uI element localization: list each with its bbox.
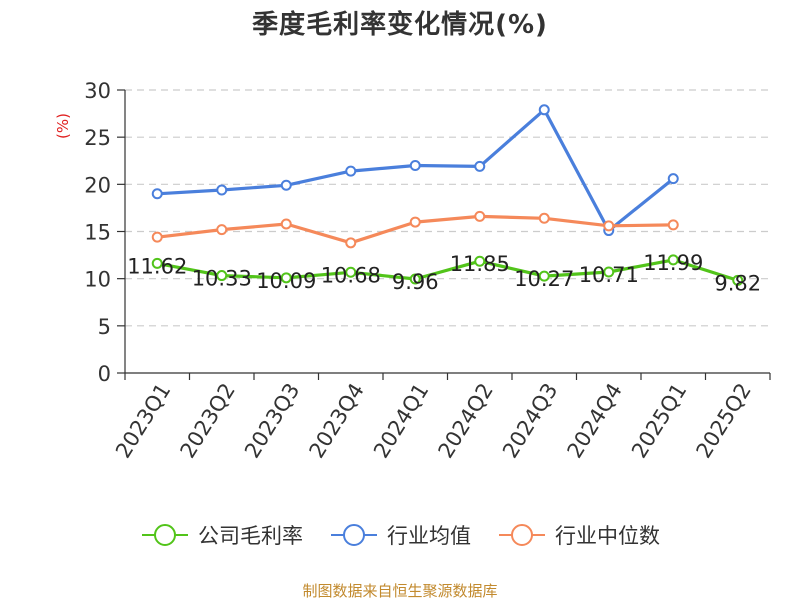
data-label: 10.09 [256,269,316,293]
data-label: 11.85 [450,252,510,276]
x-tick-label: 2023Q1 [111,379,176,462]
legend-marker-icon [499,524,545,546]
data-point [538,270,550,282]
data-point [409,159,421,171]
legend-label: 行业中位数 [555,524,660,548]
x-tick-label: 2024Q1 [369,379,434,462]
data-label: 9.82 [714,271,761,295]
x-tick-label: 2025Q1 [627,379,692,462]
data-point [216,224,228,236]
data-point [280,218,292,230]
x-tick-label: 2023Q2 [175,379,240,462]
data-point [280,272,292,284]
data-label: 10.33 [192,267,252,291]
data-point [474,210,486,222]
data-label: 10.27 [514,267,574,291]
data-point [667,254,679,266]
legend-circle [154,524,176,546]
legend-label: 行业均值 [387,524,471,548]
y-tick-label: 20 [84,173,111,197]
legend-item[interactable]: 行业均值 [329,520,471,550]
legend-marker-icon [331,524,377,546]
data-point [409,273,421,285]
legend-item[interactable]: 行业中位数 [497,520,660,550]
data-point [732,274,744,286]
data-point [151,231,163,243]
chart-title: 季度毛利率变化情况(%) [252,10,548,40]
data-point [151,257,163,269]
data-label: 11.62 [127,254,187,278]
legend-circle [343,524,365,546]
y-tick-label: 0 [98,362,111,386]
data-point [474,160,486,172]
series-line [157,258,739,282]
data-point [409,216,421,228]
data-point [216,184,228,196]
y-tick-label: 5 [98,315,111,339]
data-point [667,173,679,185]
x-tick-label: 2024Q3 [498,379,563,462]
data-point [474,255,486,267]
data-point [151,188,163,200]
data-label: 10.68 [321,263,381,287]
data-point [280,179,292,191]
y-tick-label: 30 [84,79,111,103]
source-note: 制图数据来自恒生聚源数据库 [302,582,498,600]
x-tick-label: 2023Q3 [240,379,305,462]
data-point [603,220,615,232]
y-tick-label: 25 [84,126,111,150]
legend-marker-icon [142,524,188,546]
data-point [345,237,357,249]
legend-label: 公司毛利率 [198,524,303,548]
data-point [667,219,679,231]
data-label: 9.96 [392,270,439,294]
legend: 公司毛利率 行业均值 行业中位数 [0,520,800,550]
x-tick-label: 2024Q2 [433,379,498,462]
data-point [345,165,357,177]
data-point [603,266,615,278]
x-tick-label: 2024Q4 [562,379,627,462]
y-axis-label: (%) [54,113,72,139]
data-point [538,104,550,116]
legend-circle [511,524,533,546]
series-lines [151,104,744,286]
x-tick-label: 2023Q4 [304,379,369,462]
data-point [538,212,550,224]
x-tick-label: 2025Q2 [691,379,756,462]
y-tick-label: 15 [84,221,111,245]
data-label: 11.99 [643,251,703,275]
legend-item[interactable]: 公司毛利率 [140,520,303,550]
y-tick-label: 10 [84,268,111,292]
data-point [345,266,357,278]
data-point [216,270,228,282]
data-label: 10.71 [579,263,639,287]
